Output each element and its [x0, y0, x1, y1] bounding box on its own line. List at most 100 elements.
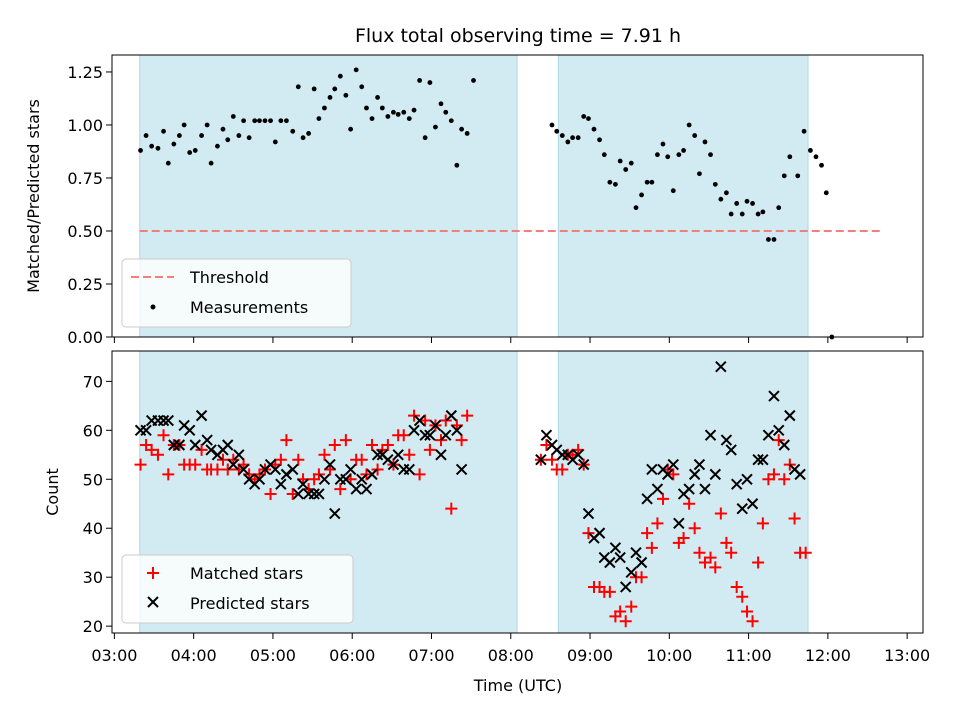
measurements-point	[823, 190, 829, 196]
measurements-point	[670, 188, 676, 194]
predicted-stars-point	[429, 419, 442, 432]
predicted-stars-point	[140, 424, 152, 437]
matched-stars-point	[603, 585, 616, 598]
matched-stars-point	[614, 605, 627, 618]
measurements-point	[187, 150, 193, 155]
matched-stars-point	[157, 429, 170, 442]
measurements-point	[322, 105, 327, 111]
matched-stars-point	[461, 409, 474, 422]
predicted-stars-point	[403, 463, 415, 476]
predicted-stars-point	[625, 566, 637, 578]
ratio-legend: Threshold Measurements	[121, 258, 352, 328]
predicted-stars-point	[340, 473, 352, 485]
predicted-stars-point	[329, 507, 341, 520]
matched-stars-point	[419, 414, 432, 427]
measurements-point	[359, 84, 365, 90]
measurements-point	[655, 152, 660, 158]
measurements-point	[192, 148, 198, 153]
matched-stars-point	[403, 448, 416, 461]
matched-stars-point	[439, 414, 452, 427]
predicted-stars-point	[366, 468, 378, 481]
predicted-stars-point	[222, 439, 234, 451]
matched-stars-point	[211, 463, 224, 476]
measurements-point	[278, 118, 284, 124]
predicted-stars-point	[577, 458, 590, 471]
predicted-stars-point	[237, 463, 250, 476]
measurements-point	[692, 133, 698, 138]
matched-stars-point	[582, 527, 595, 540]
measurements-point	[739, 211, 745, 217]
measurements-point	[801, 128, 807, 134]
measurements-point	[649, 179, 655, 185]
measurements-point	[417, 78, 422, 83]
predicted-stars-point	[344, 463, 357, 476]
threshold-legend-label: Threshold	[189, 268, 269, 287]
matched-stars-point	[195, 443, 208, 456]
predicted-stars-point	[308, 488, 320, 500]
measurements-point	[433, 124, 438, 130]
matched-stars-point	[413, 468, 426, 481]
measurements-point	[181, 122, 187, 128]
ratio-panel: 0.00 0.25 0.50 0.75 1.00 1.25 Matched/Predict…	[24, 54, 924, 347]
y-tick-label: 30	[83, 568, 103, 587]
predicted-stars-point	[757, 453, 769, 466]
matched-stars-point	[423, 443, 436, 456]
matched-stars-point	[334, 483, 347, 496]
measurements-point	[581, 114, 587, 119]
measurements-point	[744, 198, 750, 204]
y-tick-label: 20	[83, 617, 103, 636]
matched-stars-point	[677, 532, 690, 545]
matched-stars-point	[545, 453, 558, 466]
measurements-point	[628, 160, 634, 166]
predicted-stars-point	[635, 556, 648, 569]
measurements-point	[750, 201, 755, 206]
predicted-stars-point	[582, 507, 595, 520]
predicted-stars-point	[593, 527, 606, 539]
matched-stars-point	[778, 473, 791, 486]
predicted-stars-point	[620, 581, 632, 593]
measurements-point	[411, 107, 417, 113]
matched-stars-point	[292, 453, 305, 466]
predicted-stars-point	[762, 429, 775, 441]
matched-stars-point	[339, 434, 352, 447]
count-legend: Matched stars Predicted stars	[121, 554, 354, 624]
count-plot-frame	[111, 350, 924, 634]
measurements-point	[471, 78, 476, 83]
measurements-point	[306, 131, 312, 136]
predicted-stars-point	[693, 458, 706, 471]
predicted-stars-point	[451, 424, 463, 437]
measurements-point	[813, 154, 819, 160]
predicted-stars-point	[778, 439, 790, 451]
measurements-point	[459, 126, 465, 132]
measurements-point	[464, 131, 470, 136]
predicted-stars-point	[201, 434, 213, 446]
predicted-stars-point	[641, 493, 653, 505]
matched-stars-point	[725, 546, 738, 559]
matched-stars-point	[189, 458, 202, 471]
measurements-point	[755, 211, 761, 217]
predicted-stars-point	[455, 463, 468, 476]
measurements-point	[143, 133, 149, 138]
measurements-point	[161, 128, 166, 134]
matched-stars-point	[709, 561, 722, 574]
predicted-stars-point	[157, 414, 170, 427]
predicted-stars-point	[662, 468, 674, 481]
measurements-point	[225, 137, 231, 143]
y-tick-label: 60	[83, 421, 103, 440]
predicted-stars-point	[387, 458, 400, 471]
measurements-point	[215, 143, 220, 149]
measurements-point	[454, 162, 460, 168]
matched-stars-point	[355, 453, 368, 466]
measurements-point	[391, 109, 396, 115]
measurements-point	[697, 171, 702, 177]
measurements-point	[165, 160, 171, 166]
matched-stars-point	[134, 458, 147, 471]
measurements-point	[176, 133, 182, 138]
predicted-stars-point	[651, 483, 664, 495]
ratio-plot-frame	[111, 54, 924, 338]
measurements-point	[272, 139, 278, 145]
matched-stars-point	[318, 448, 331, 461]
x-tick-label: 05:00	[250, 646, 296, 665]
predicted-stars-point	[768, 390, 780, 402]
matched-stars-point	[799, 546, 812, 559]
